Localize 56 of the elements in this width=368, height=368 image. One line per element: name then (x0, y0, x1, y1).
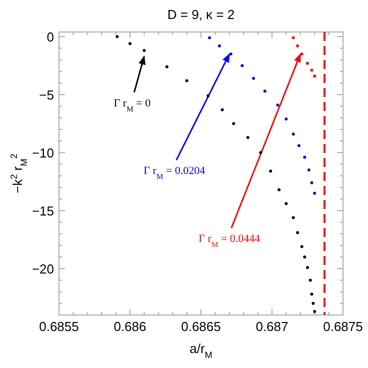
point (310, 292, 314, 296)
point (278, 188, 281, 192)
point (300, 245, 304, 248)
point (142, 49, 146, 52)
y-tick-label: 0 (46, 30, 54, 45)
y-tick-label: −5 (39, 88, 54, 103)
point (208, 36, 212, 40)
point (292, 216, 295, 220)
annotation: Γ r$_{M}$ = 0.0204 (144, 165, 206, 181)
point (240, 64, 244, 68)
x-tick-label: 0.6875 (323, 319, 363, 334)
point (296, 231, 300, 234)
point (310, 181, 314, 184)
annotation: Γ r$_{M}$ = 0 (114, 97, 152, 113)
point (307, 168, 310, 172)
point (308, 278, 312, 282)
point (292, 132, 295, 136)
point (313, 74, 316, 78)
point (252, 76, 256, 80)
y-tick-label: −15 (32, 204, 54, 219)
point (232, 122, 236, 126)
point (276, 104, 280, 107)
point (116, 35, 119, 38)
x-tick-label: 0.687 (256, 319, 288, 334)
point (300, 52, 304, 56)
annotation: Γ r$_{M}$ = 0.0444 (198, 233, 261, 249)
point (269, 170, 272, 173)
point (218, 44, 221, 48)
point (303, 156, 306, 159)
point (284, 202, 288, 206)
point (312, 302, 315, 305)
x-tick-label: 0.6865 (181, 319, 221, 334)
point (306, 62, 309, 65)
point (185, 79, 188, 82)
point (165, 65, 168, 68)
point (297, 144, 300, 148)
point (259, 151, 262, 154)
point (313, 192, 316, 195)
point (296, 44, 300, 48)
point (229, 52, 232, 56)
point (303, 256, 306, 259)
x-tick-label: 0.686 (114, 319, 146, 334)
x-tick-label: 0.6855 (39, 319, 79, 334)
point (306, 266, 309, 269)
chart-title: D = 9, κ = 2 (167, 7, 235, 22)
point (310, 68, 314, 72)
point (128, 42, 132, 46)
y-tick-label: −10 (32, 146, 54, 161)
point (220, 108, 224, 112)
y-tick-label: −20 (32, 262, 54, 277)
point (292, 36, 295, 40)
point (206, 94, 210, 98)
point (284, 117, 288, 120)
point (246, 136, 250, 140)
point (263, 90, 266, 93)
x-axis-title: a/r$_{M}$ (190, 341, 212, 360)
